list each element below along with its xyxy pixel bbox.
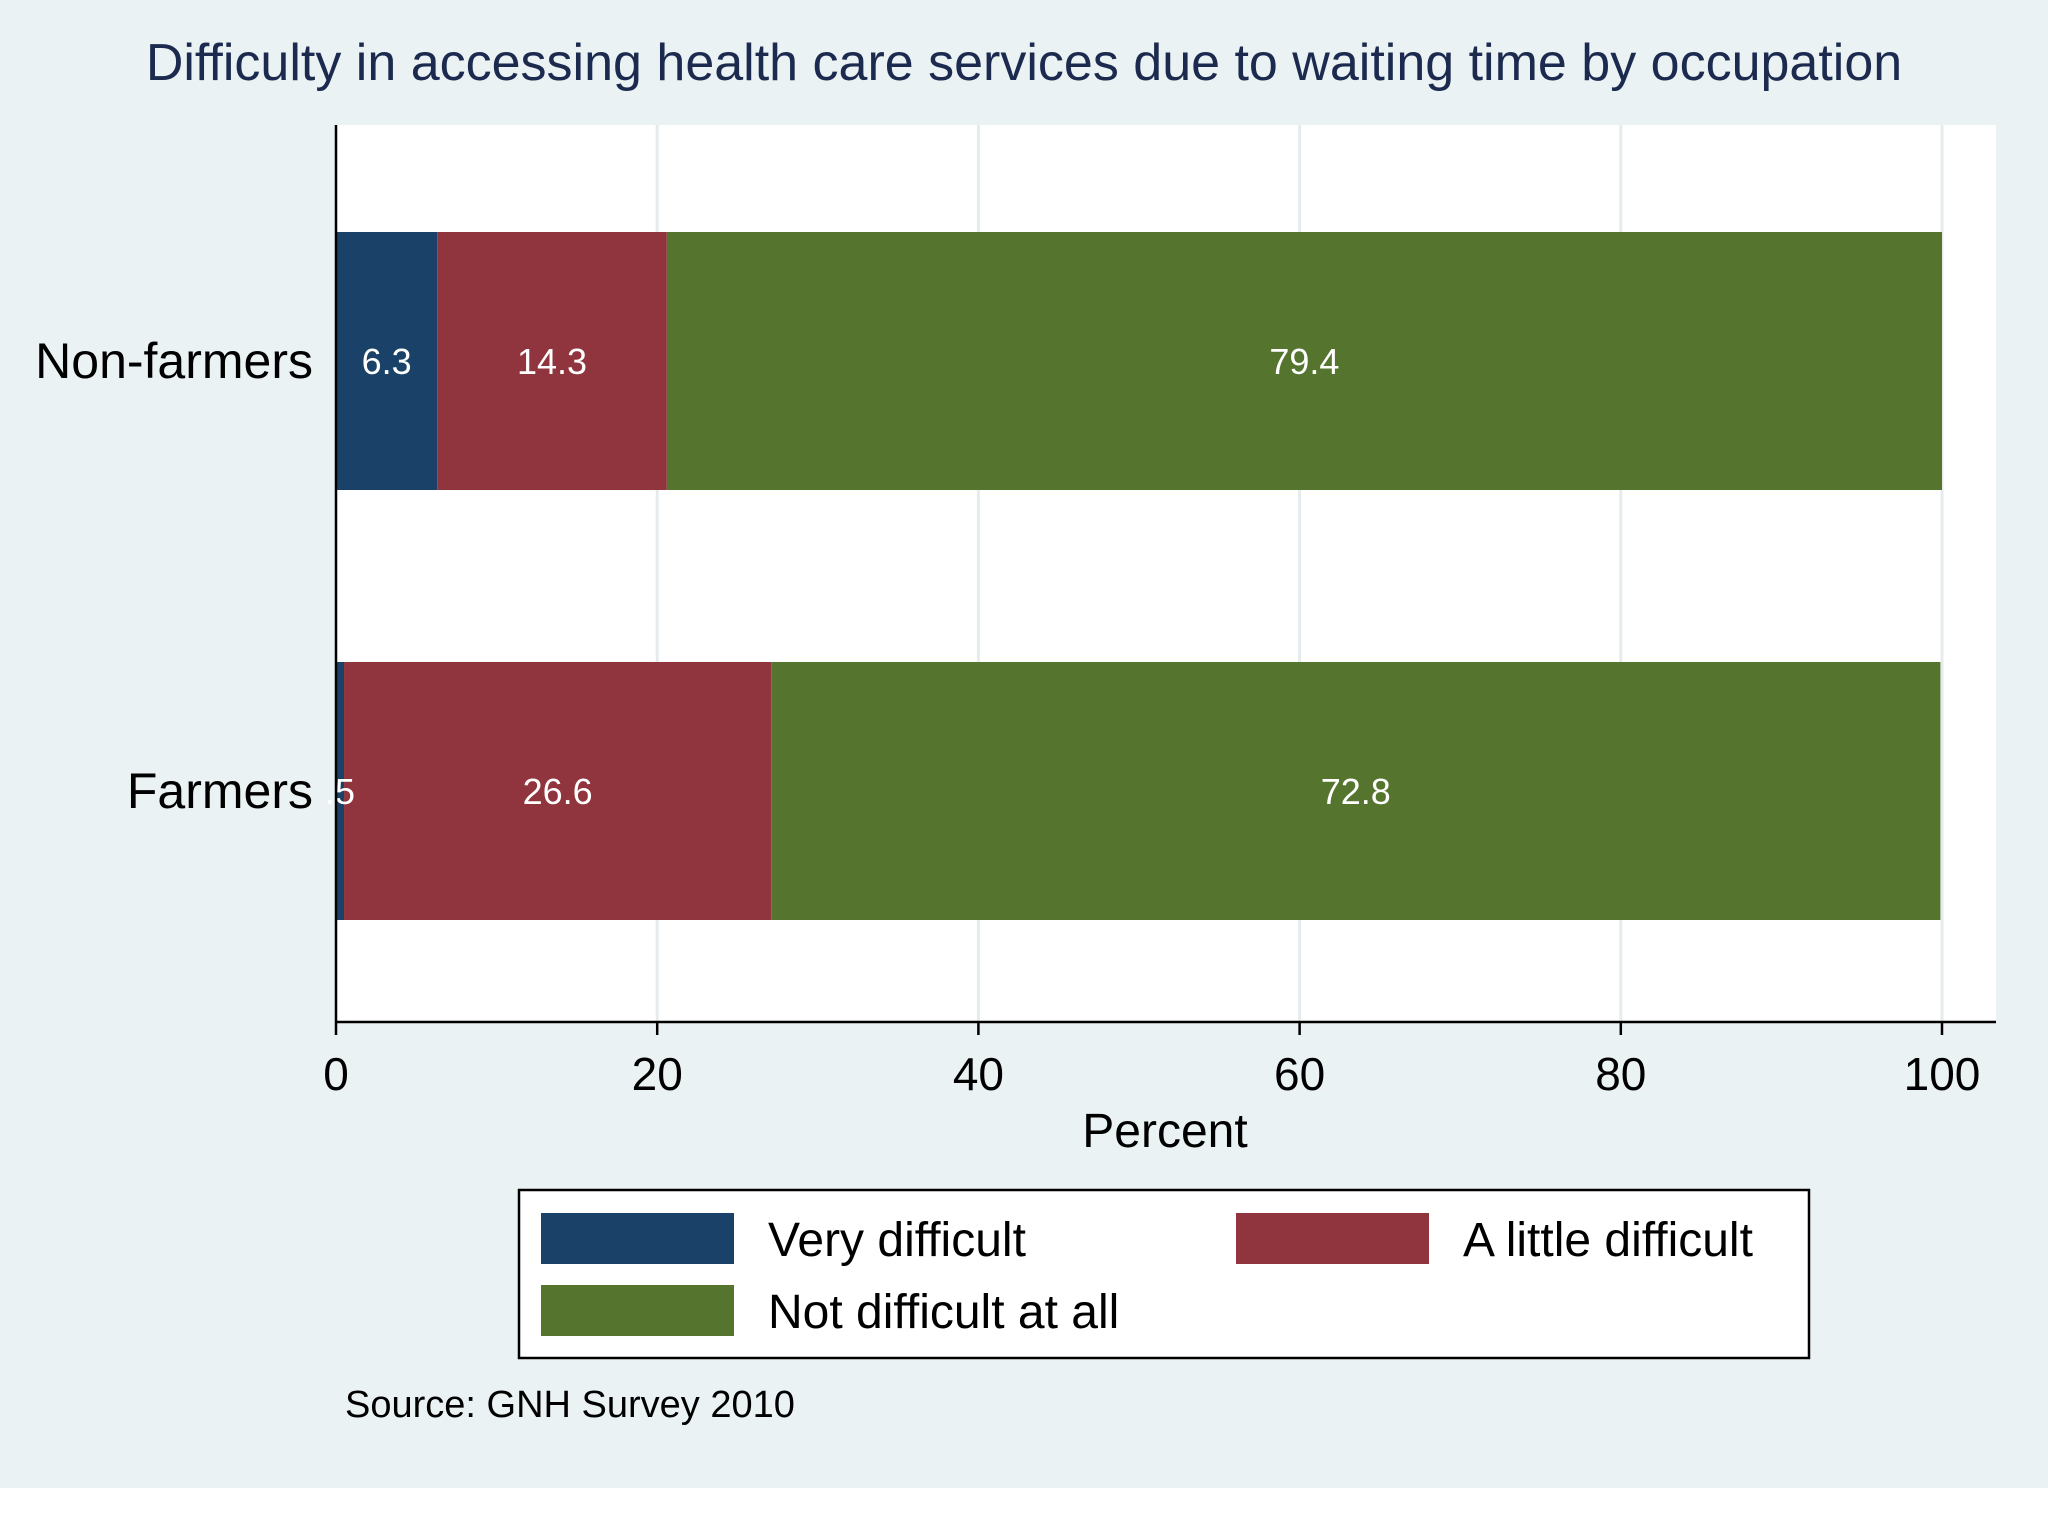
legend-entries: Very difficult A little difficult Not diff… <box>541 1213 1753 1339</box>
value-label-non-farmers-very-difficult: 6.3 <box>362 341 412 382</box>
x-axis-ticks: 0 20 40 60 80 100 <box>323 1022 1980 1100</box>
x-tick-label-20: 20 <box>632 1048 683 1100</box>
value-label-non-farmers-a-little-difficult: 14.3 <box>517 341 587 382</box>
bar-non-farmers-very-difficult <box>336 232 438 490</box>
x-tick-label-60: 60 <box>1274 1048 1325 1100</box>
legend-swatch-a-little-difficult <box>1236 1213 1429 1264</box>
bar-non-farmers-not-difficult-at-all <box>666 232 1943 490</box>
x-axis-title: Percent <box>1082 1105 1247 1158</box>
bar-farmers-a-little-difficult <box>344 662 772 920</box>
chart-title: Difficulty in accessing health care serv… <box>146 34 1902 92</box>
bar-non-farmers-a-little-difficult <box>437 232 667 490</box>
legend-swatch-very-difficult <box>541 1213 734 1264</box>
value-label-farmers-very-difficult: .5 <box>325 771 355 812</box>
category-label-non-farmers: Non-farmers <box>35 333 313 389</box>
bar-farmers-very-difficult <box>336 662 345 920</box>
bar-value-labels: 6.3 14.3 79.4 .5 26.6 72.8 <box>325 341 1391 812</box>
bar-farmers-not-difficult-at-all <box>771 662 1941 920</box>
source-note: Source: GNH Survey 2010 <box>345 1384 795 1426</box>
x-tick-label-40: 40 <box>953 1048 1004 1100</box>
legend: Very difficult A little difficult Not diff… <box>517 1188 1811 1360</box>
legend-label-very-difficult: Very difficult <box>768 1214 1026 1267</box>
category-label-farmers: Farmers <box>127 763 313 819</box>
value-label-non-farmers-not-difficult-at-all: 79.4 <box>1269 341 1339 382</box>
category-labels: Non-farmers Farmers <box>35 333 313 819</box>
stacked-bar-chart: Difficulty in accessing health care serv… <box>35 34 1996 1426</box>
legend-label-not-difficult-at-all: Not difficult at all <box>768 1286 1119 1339</box>
value-label-farmers-not-difficult-at-all: 72.8 <box>1321 771 1391 812</box>
chart-figure: Difficulty in accessing health care serv… <box>0 0 2048 1488</box>
x-tick-label-100: 100 <box>1904 1048 1981 1100</box>
legend-swatch-not-difficult-at-all <box>541 1285 734 1336</box>
x-tick-label-80: 80 <box>1595 1048 1646 1100</box>
x-tick-label-0: 0 <box>323 1048 349 1100</box>
legend-label-a-little-difficult: A little difficult <box>1463 1214 1753 1267</box>
value-label-farmers-a-little-difficult: 26.6 <box>523 771 593 812</box>
bars <box>336 232 1943 920</box>
